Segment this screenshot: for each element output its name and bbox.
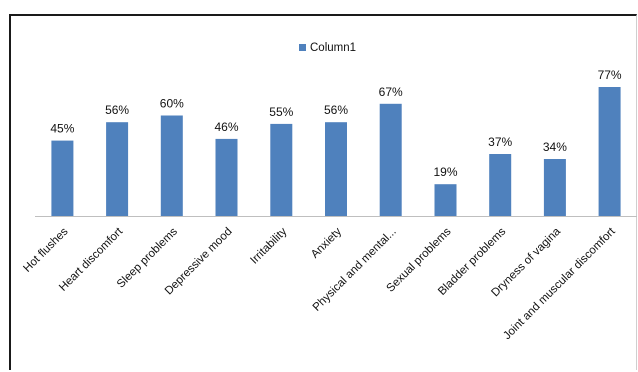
bar-chart: Column1 45% 56% 60% 46% 55% 56% 67% 19% 37% 34% 77…	[21, 42, 637, 342]
chart-frame: Column1 45% 56% 60% 46% 55% 56% 67% 19% 37% 34% 77…	[9, 14, 637, 370]
bar-5	[325, 122, 347, 216]
value-label-3: 46%	[214, 120, 238, 134]
bars-group	[51, 87, 621, 216]
category-label-4: Irritability	[248, 225, 289, 266]
bar-4	[270, 123, 293, 216]
bar-6	[379, 103, 402, 216]
value-label-6: 67%	[379, 85, 403, 99]
category-label-10: Joint and muscular discomfort	[501, 225, 618, 342]
value-label-2: 60%	[160, 97, 184, 111]
value-label-8: 37%	[488, 135, 512, 149]
value-label-1: 56%	[105, 103, 129, 117]
legend-swatch	[299, 44, 306, 51]
bar-10	[598, 87, 621, 216]
category-label-0: Hot flushes	[21, 225, 70, 274]
bar-2	[160, 115, 183, 216]
bar-7	[434, 184, 457, 216]
value-label-4: 55%	[269, 105, 293, 119]
bar-0	[51, 140, 74, 216]
value-label-5: 56%	[324, 103, 348, 117]
bar-8	[489, 154, 512, 216]
value-label-10: 77%	[598, 68, 622, 82]
category-label-5: Anxiety	[309, 225, 344, 260]
value-labels-group: 45% 56% 60% 46% 55% 56% 67% 19% 37% 34% 77%	[50, 68, 622, 179]
legend-label: Column1	[310, 42, 356, 54]
bar-3	[215, 138, 238, 216]
value-label-7: 19%	[433, 165, 457, 179]
value-label-0: 45%	[50, 122, 74, 136]
legend: Column1	[299, 42, 356, 54]
value-label-9: 34%	[543, 140, 567, 154]
bar-9	[543, 159, 566, 216]
bar-1	[106, 122, 129, 216]
